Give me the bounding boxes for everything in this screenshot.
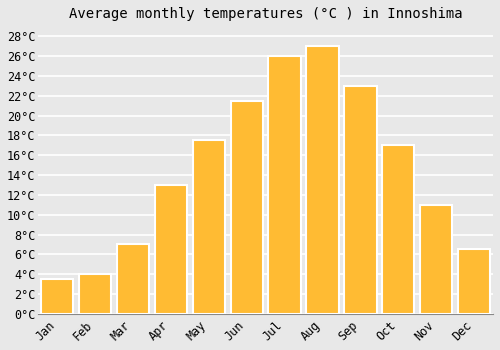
Title: Average monthly temperatures (°C ) in Innoshima: Average monthly temperatures (°C ) in In… [69, 7, 462, 21]
Bar [420, 205, 452, 314]
Bar [41, 279, 74, 314]
Bar [268, 56, 300, 314]
Bar [230, 101, 263, 314]
Bar [382, 145, 414, 314]
Bar [79, 274, 111, 314]
Bar [155, 185, 187, 314]
Bar [192, 140, 225, 314]
Bar [117, 244, 149, 314]
Bar [344, 86, 376, 314]
Bar [306, 46, 338, 314]
Bar [458, 250, 490, 314]
